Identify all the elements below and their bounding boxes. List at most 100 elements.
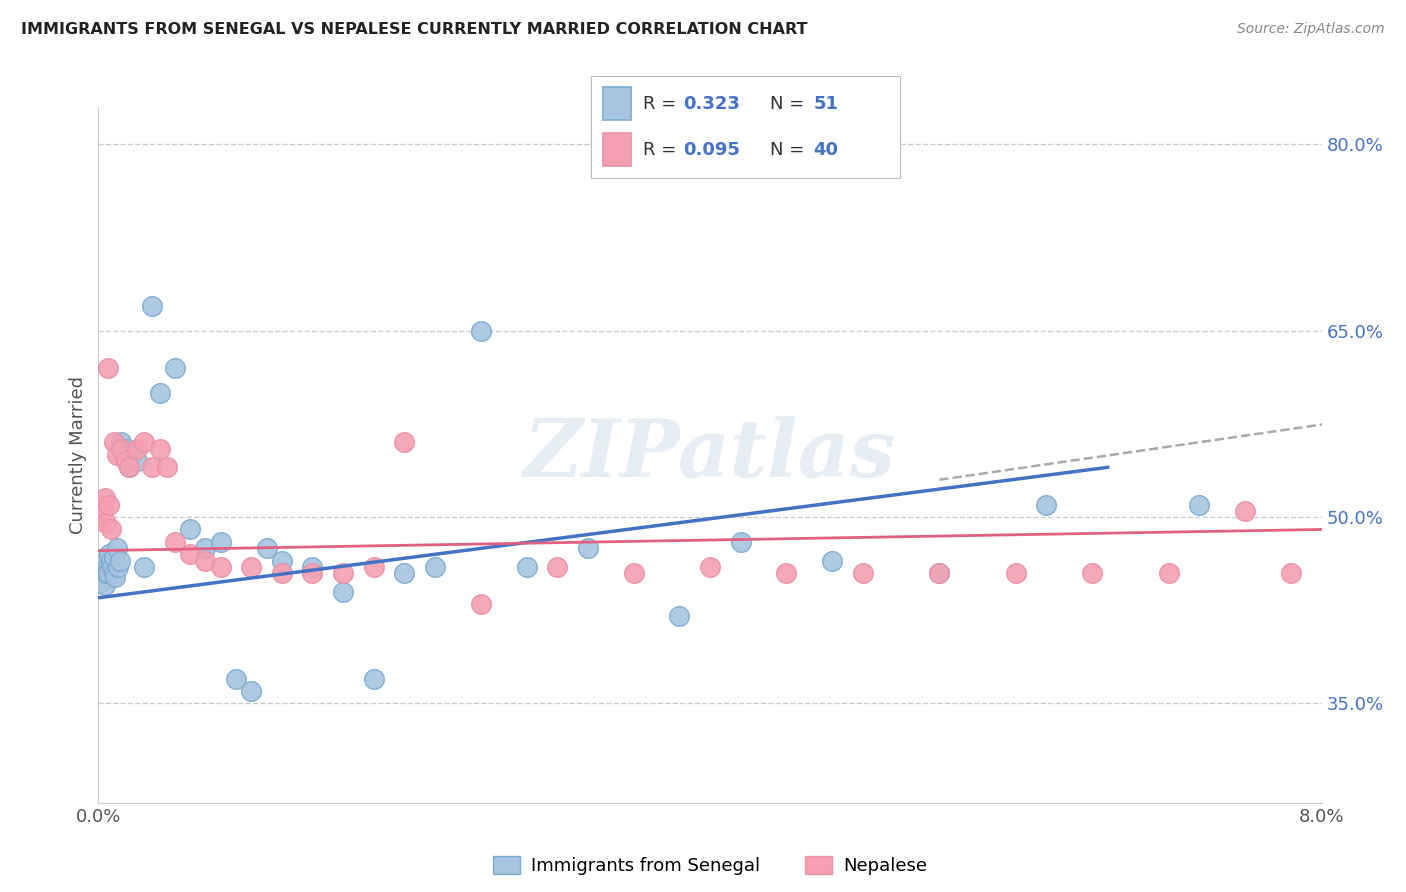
Point: [98, 498, 121, 512]
Point: [775, 566, 797, 580]
Text: 40: 40: [813, 141, 838, 159]
Point: [194, 541, 217, 555]
Point: [93, 578, 115, 592]
Point: [623, 566, 645, 580]
Point: [101, 559, 124, 574]
Text: 51: 51: [813, 95, 838, 112]
Point: [93, 562, 115, 576]
Point: [90, 559, 112, 574]
Point: [1004, 566, 1026, 580]
Point: [108, 553, 131, 567]
Point: [270, 553, 294, 567]
Point: [209, 534, 232, 549]
Legend: Immigrants from Senegal, Nepalese: Immigrants from Senegal, Nepalese: [484, 847, 936, 884]
Point: [91, 504, 114, 518]
FancyBboxPatch shape: [591, 76, 900, 178]
Point: [363, 672, 385, 686]
Point: [699, 559, 721, 574]
Text: R =: R =: [643, 95, 682, 112]
Point: [546, 559, 568, 574]
Point: [149, 442, 172, 456]
Point: [103, 435, 125, 450]
Text: IMMIGRANTS FROM SENEGAL VS NEPALESE CURRENTLY MARRIED CORRELATION CHART: IMMIGRANTS FROM SENEGAL VS NEPALESE CURR…: [21, 22, 807, 37]
Point: [852, 566, 875, 580]
Point: [100, 523, 122, 537]
Point: [1081, 566, 1104, 580]
Point: [115, 454, 138, 468]
Point: [91, 570, 114, 584]
Y-axis label: Currently Married: Currently Married: [69, 376, 87, 534]
Point: [392, 566, 416, 580]
Point: [125, 442, 148, 456]
Point: [93, 491, 115, 506]
Point: [332, 566, 354, 580]
Point: [89, 566, 111, 580]
Point: [94, 553, 117, 567]
Point: [516, 559, 538, 574]
Point: [134, 559, 156, 574]
Point: [1234, 504, 1257, 518]
Point: [90, 574, 112, 589]
Bar: [603, 87, 631, 120]
Point: [97, 361, 120, 376]
Text: ZIPatlas: ZIPatlas: [524, 417, 896, 493]
Point: [141, 299, 163, 313]
Point: [179, 523, 201, 537]
Point: [149, 385, 172, 400]
Point: [301, 566, 323, 580]
Text: N =: N =: [770, 141, 810, 159]
Point: [1279, 566, 1302, 580]
Point: [111, 448, 134, 462]
Point: [103, 566, 125, 580]
Point: [928, 566, 950, 580]
Point: [134, 435, 156, 450]
Point: [470, 597, 492, 611]
Point: [89, 510, 111, 524]
Point: [110, 442, 132, 456]
Point: [105, 448, 128, 462]
Point: [141, 460, 163, 475]
Point: [163, 361, 186, 376]
Point: [821, 553, 844, 567]
Point: [209, 559, 232, 574]
Point: [103, 549, 125, 564]
Point: [94, 566, 117, 580]
Point: [270, 566, 294, 580]
Point: [301, 559, 323, 574]
Text: N =: N =: [770, 95, 810, 112]
Point: [194, 553, 217, 567]
Point: [1035, 498, 1057, 512]
Point: [118, 460, 141, 475]
Point: [256, 541, 278, 555]
Point: [225, 672, 247, 686]
Point: [179, 547, 201, 561]
Point: [100, 553, 122, 567]
Point: [110, 435, 132, 450]
Point: [125, 454, 148, 468]
Text: 0.323: 0.323: [683, 95, 740, 112]
Point: [240, 559, 263, 574]
Text: Source: ZipAtlas.com: Source: ZipAtlas.com: [1237, 22, 1385, 37]
Point: [470, 324, 492, 338]
Text: 0.095: 0.095: [683, 141, 740, 159]
Point: [107, 559, 129, 574]
Point: [91, 558, 114, 572]
Point: [1188, 498, 1211, 512]
Point: [423, 559, 446, 574]
Point: [121, 448, 143, 462]
Point: [115, 442, 138, 456]
Point: [1157, 566, 1180, 580]
Point: [97, 559, 120, 574]
Point: [240, 684, 263, 698]
Point: [928, 566, 950, 580]
Point: [98, 547, 121, 561]
Point: [576, 541, 599, 555]
Point: [332, 584, 354, 599]
Point: [94, 516, 117, 531]
Point: [363, 559, 385, 574]
Point: [668, 609, 690, 624]
Text: R =: R =: [643, 141, 682, 159]
Bar: [603, 133, 631, 166]
Point: [156, 460, 179, 475]
Point: [118, 460, 141, 475]
